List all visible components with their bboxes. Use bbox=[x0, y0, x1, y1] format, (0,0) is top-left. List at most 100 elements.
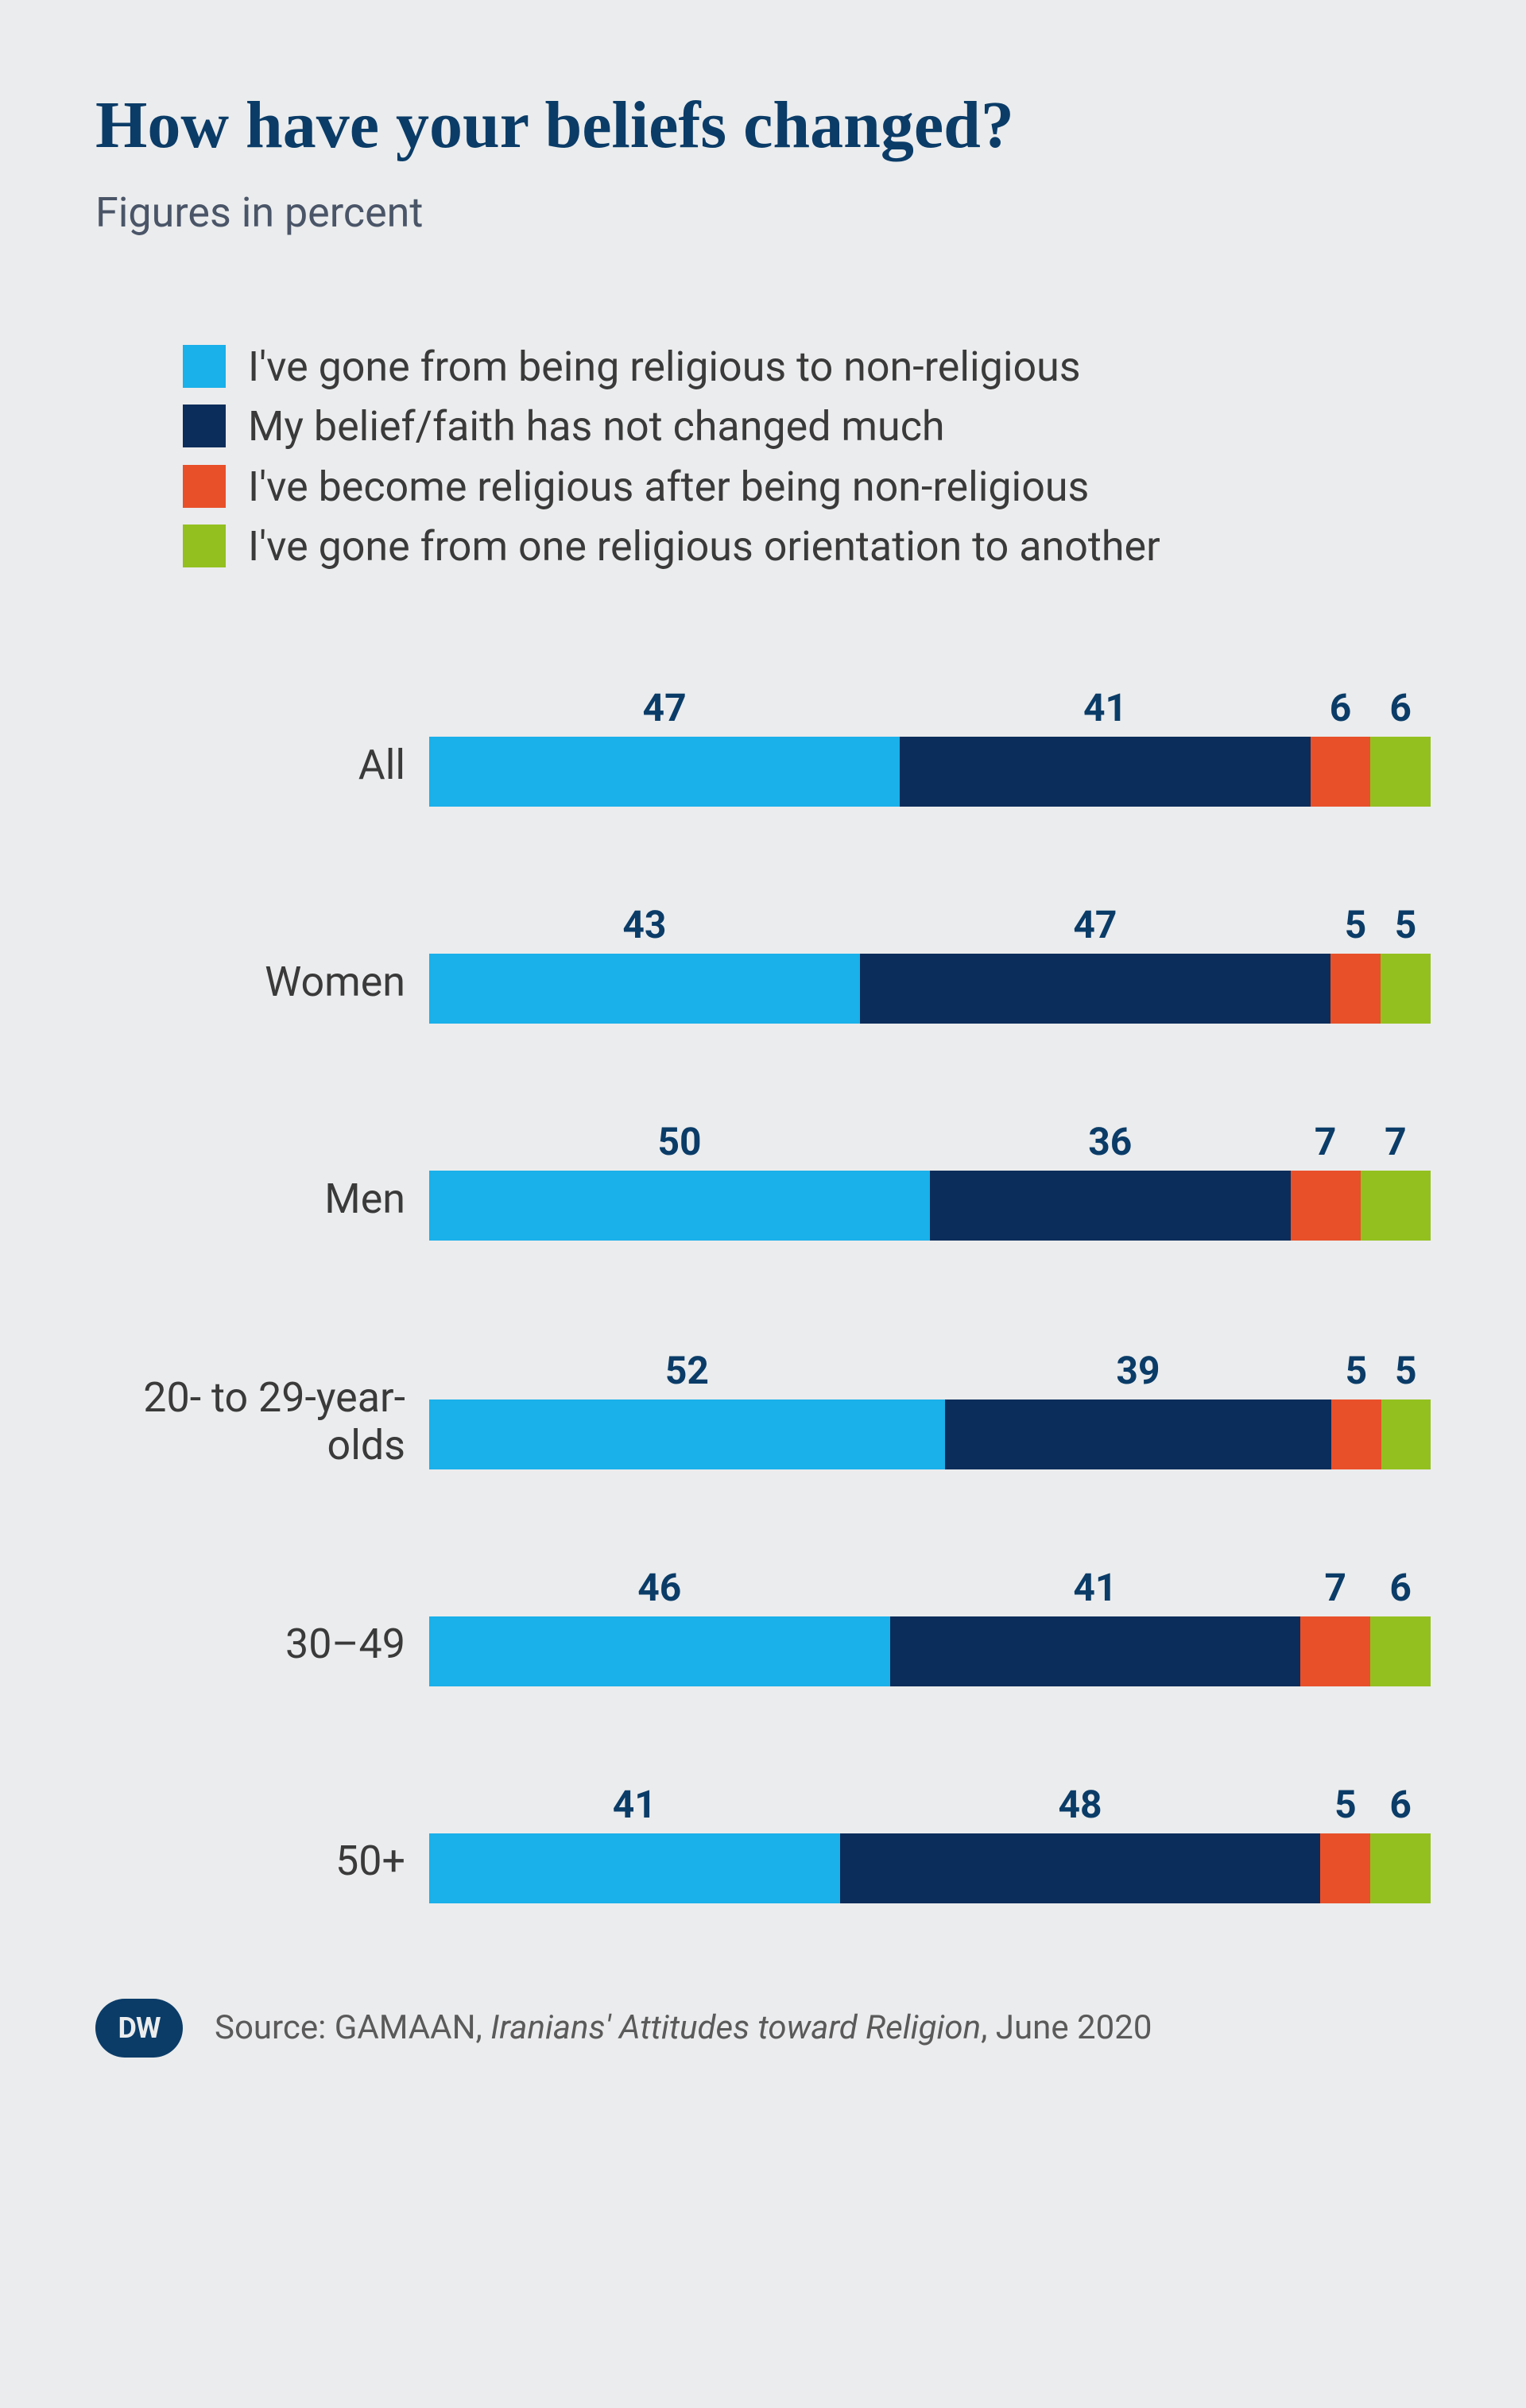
bar-wrap: 503677 bbox=[429, 1119, 1431, 1241]
value-label: 52 bbox=[429, 1348, 945, 1393]
legend-label: I've gone from being religious to non-re… bbox=[248, 340, 1081, 394]
legend-swatch bbox=[183, 465, 226, 508]
bar-segment bbox=[429, 1833, 840, 1903]
source-suffix: , June 2020 bbox=[981, 2008, 1152, 2047]
legend-swatch bbox=[183, 405, 226, 447]
value-label: 46 bbox=[429, 1565, 890, 1610]
value-label: 5 bbox=[1330, 902, 1381, 947]
value-row: 503677 bbox=[429, 1119, 1431, 1164]
value-label: 41 bbox=[900, 685, 1311, 730]
legend-label: My belief/faith has not changed much bbox=[248, 400, 945, 454]
bar-segment bbox=[1381, 1400, 1431, 1469]
chart-row: All474166 bbox=[95, 685, 1431, 807]
row-label: 20- to 29-year-olds bbox=[95, 1336, 429, 1469]
value-label: 7 bbox=[1361, 1119, 1431, 1164]
bar-segment bbox=[1331, 1400, 1381, 1469]
dw-logo-icon: DW bbox=[95, 1999, 183, 2058]
row-label: All bbox=[95, 703, 429, 789]
bar-segment bbox=[860, 954, 1330, 1024]
bar-segment bbox=[1381, 954, 1431, 1024]
bar-segment bbox=[840, 1833, 1321, 1903]
row-label: 50+ bbox=[95, 1799, 429, 1885]
source-italic: Iranians' Attitudes toward Religion bbox=[490, 2008, 981, 2047]
bar bbox=[429, 1400, 1431, 1469]
value-label: 39 bbox=[945, 1348, 1332, 1393]
bar-wrap: 474166 bbox=[429, 685, 1431, 807]
chart-subtitle: Figures in percent bbox=[95, 188, 1431, 237]
value-label: 5 bbox=[1320, 1782, 1370, 1827]
bar-segment bbox=[1361, 1171, 1431, 1241]
value-label: 41 bbox=[429, 1782, 840, 1827]
value-label: 47 bbox=[429, 685, 900, 730]
chart-footer: DW Source: GAMAAN, Iranians' Attitudes t… bbox=[95, 1999, 1431, 2058]
legend-label: I've gone from one religious orientation… bbox=[248, 520, 1160, 574]
value-label: 41 bbox=[890, 1565, 1301, 1610]
bar-segment bbox=[429, 954, 860, 1024]
row-label: 30–49 bbox=[95, 1582, 429, 1668]
bar-segment bbox=[890, 1616, 1301, 1686]
value-label: 36 bbox=[930, 1119, 1291, 1164]
bar-segment bbox=[429, 1171, 930, 1241]
value-label: 6 bbox=[1370, 685, 1431, 730]
value-label: 6 bbox=[1370, 1565, 1431, 1610]
value-label: 47 bbox=[860, 902, 1330, 947]
bar-wrap: 414856 bbox=[429, 1782, 1431, 1903]
value-row: 434755 bbox=[429, 902, 1431, 947]
bar-segment bbox=[945, 1400, 1332, 1469]
bar-segment bbox=[429, 1400, 945, 1469]
legend-item: I've become religious after being non-re… bbox=[183, 460, 1431, 514]
value-row: 474166 bbox=[429, 685, 1431, 730]
bar bbox=[429, 1833, 1431, 1903]
value-label: 5 bbox=[1331, 1348, 1381, 1393]
bar-segment bbox=[1330, 954, 1381, 1024]
legend-item: I've gone from one religious orientation… bbox=[183, 520, 1431, 574]
row-label: Women bbox=[95, 920, 429, 1006]
bar-segment bbox=[1291, 1171, 1361, 1241]
source-text: Source: GAMAAN, Iranians' Attitudes towa… bbox=[215, 2008, 1152, 2047]
chart-row: Women434755 bbox=[95, 902, 1431, 1024]
chart-title: How have your beliefs changed? bbox=[95, 87, 1431, 165]
bar bbox=[429, 1171, 1431, 1241]
legend-label: I've become religious after being non-re… bbox=[248, 460, 1089, 514]
value-label: 6 bbox=[1311, 685, 1371, 730]
legend-item: My belief/faith has not changed much bbox=[183, 400, 1431, 454]
bar-segment bbox=[1370, 1833, 1431, 1903]
bar bbox=[429, 954, 1431, 1024]
legend-item: I've gone from being religious to non-re… bbox=[183, 340, 1431, 394]
value-row: 414856 bbox=[429, 1782, 1431, 1827]
bar-segment bbox=[429, 1616, 890, 1686]
legend-swatch bbox=[183, 345, 226, 388]
bar-segment bbox=[1300, 1616, 1370, 1686]
chart-row: 50+414856 bbox=[95, 1782, 1431, 1903]
bar bbox=[429, 737, 1431, 807]
value-label: 5 bbox=[1381, 902, 1431, 947]
stacked-bar-chart: All474166Women434755Men50367720- to 29-y… bbox=[95, 685, 1431, 1903]
value-label: 48 bbox=[840, 1782, 1321, 1827]
value-label: 50 bbox=[429, 1119, 930, 1164]
bar-segment bbox=[1320, 1833, 1370, 1903]
value-row: 523955 bbox=[429, 1348, 1431, 1393]
value-label: 6 bbox=[1370, 1782, 1431, 1827]
bar-wrap: 434755 bbox=[429, 902, 1431, 1024]
row-label: Men bbox=[95, 1137, 429, 1223]
source-prefix: Source: GAMAAN, bbox=[215, 2008, 490, 2047]
value-label: 7 bbox=[1300, 1565, 1370, 1610]
chart-row: Men503677 bbox=[95, 1119, 1431, 1241]
bar-segment bbox=[930, 1171, 1291, 1241]
bar-wrap: 464176 bbox=[429, 1565, 1431, 1686]
value-row: 464176 bbox=[429, 1565, 1431, 1610]
bar-segment bbox=[900, 737, 1311, 807]
bar-segment bbox=[1370, 1616, 1431, 1686]
value-label: 5 bbox=[1381, 1348, 1431, 1393]
bar bbox=[429, 1616, 1431, 1686]
bar-segment bbox=[1311, 737, 1371, 807]
value-label: 7 bbox=[1291, 1119, 1361, 1164]
chart-container: How have your beliefs changed? Figures i… bbox=[0, 0, 1526, 2113]
chart-row: 20- to 29-year-olds523955 bbox=[95, 1336, 1431, 1469]
legend: I've gone from being religious to non-re… bbox=[95, 340, 1431, 574]
bar-wrap: 523955 bbox=[429, 1348, 1431, 1469]
bar-segment bbox=[1370, 737, 1431, 807]
bar-segment bbox=[429, 737, 900, 807]
value-label: 43 bbox=[429, 902, 860, 947]
chart-row: 30–49464176 bbox=[95, 1565, 1431, 1686]
